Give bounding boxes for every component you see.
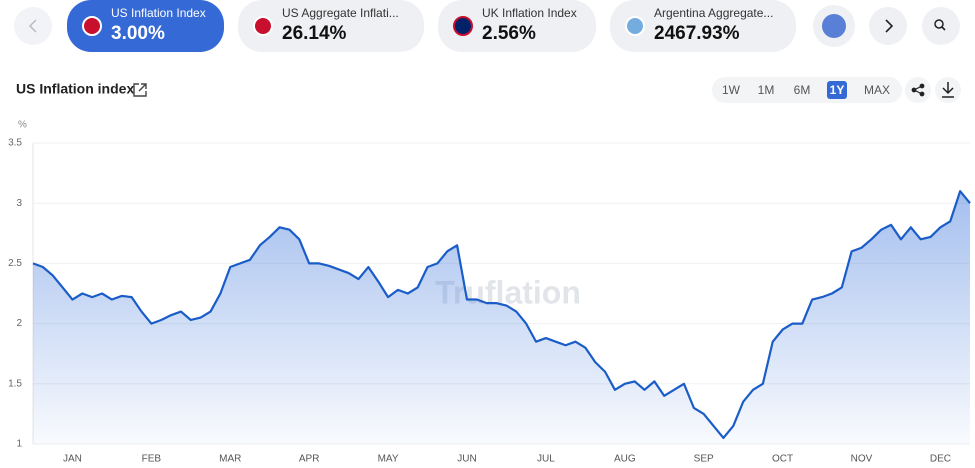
- flag-icon: [453, 16, 473, 36]
- range-button[interactable]: MAX: [864, 83, 890, 97]
- share-icon: [911, 83, 925, 97]
- share-button[interactable]: [905, 77, 931, 103]
- y-tick-label: 3: [16, 198, 22, 209]
- flag-icon: [625, 16, 645, 36]
- flag-icon: [82, 16, 102, 36]
- ticker-list: US Inflation Index 3.00% US Aggregate Infl…: [67, 0, 796, 52]
- range-button[interactable]: 1W: [722, 83, 741, 97]
- ticker-card[interactable]: [610, 0, 796, 52]
- y-tick-label: 1: [16, 439, 22, 450]
- x-tick-label: DEC: [930, 454, 951, 465]
- external-link-icon[interactable]: [133, 83, 147, 97]
- x-tick-label: MAY: [378, 454, 399, 465]
- range-button[interactable]: 6M: [794, 83, 811, 97]
- range-button[interactable]: 1M: [758, 83, 775, 97]
- ticker-label: UK Inflation Index: [482, 6, 577, 20]
- line: [32, 190, 971, 440]
- area: [33, 191, 970, 444]
- download-icon: [942, 82, 954, 98]
- search-button[interactable]: [922, 7, 960, 45]
- x-tick-label: JUL: [537, 454, 555, 465]
- search-icon-handle: [941, 26, 946, 31]
- y-axis-label: %: [18, 120, 27, 131]
- y-tick-label: 1.5: [8, 378, 22, 389]
- ticker-card[interactable]: [238, 0, 424, 52]
- search-icon: [934, 19, 944, 29]
- range-active-bg: [827, 81, 847, 99]
- y-tick-label: 2.5: [8, 258, 22, 269]
- ticker-value: 2.56%: [482, 23, 536, 44]
- ticker-label: Argentina Aggregate...: [654, 6, 773, 20]
- range-button[interactable]: 1Y: [830, 83, 845, 97]
- chart-title: US Inflation index: [16, 81, 134, 97]
- x-tick-label: AUG: [614, 454, 636, 465]
- range-selector: [712, 77, 902, 103]
- x-tick-label: NOV: [851, 454, 873, 465]
- ticker-label: US Aggregate Inflati...: [282, 6, 399, 20]
- x-tick-label: JAN: [63, 454, 82, 465]
- avatar-icon: [822, 14, 846, 38]
- ticker-value: 2467.93%: [654, 23, 740, 44]
- y-tick-label: 2: [16, 318, 22, 329]
- x-tick-label: MAR: [219, 454, 241, 465]
- prev-icon: [28, 19, 37, 33]
- flag-icon: [253, 16, 273, 36]
- ticker-card[interactable]: [67, 0, 224, 52]
- ticker-value: 26.14%: [282, 23, 347, 44]
- prev-button[interactable]: [14, 7, 52, 45]
- x-tick-label: OCT: [772, 454, 793, 465]
- ticker-value: 3.00%: [111, 23, 165, 44]
- next-icon: [885, 19, 894, 33]
- ticker-label: US Inflation Index: [111, 6, 206, 20]
- y-tick-label: 3.5: [8, 138, 22, 149]
- x-tick-label: SEP: [694, 454, 714, 465]
- x-tick-label: FEB: [142, 454, 162, 465]
- x-tick-label: JUN: [457, 454, 476, 465]
- range-buttons: 1W 1M 6M 1Y MAX: [722, 81, 890, 99]
- x-tick-label: APR: [299, 454, 320, 465]
- ticker-card[interactable]: [438, 0, 596, 52]
- next-button[interactable]: [869, 7, 907, 45]
